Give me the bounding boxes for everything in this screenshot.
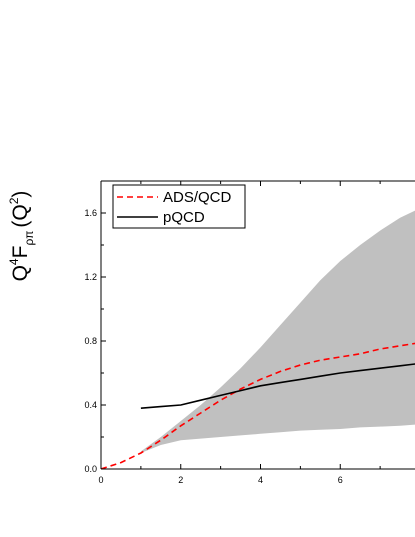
y-label-arg-close: )	[9, 191, 32, 198]
y-label-fn-sub: ρπ	[22, 231, 36, 246]
legend: ADS/QCD pQCD	[112, 184, 246, 229]
uncertainty-band	[140, 210, 415, 453]
y-tick-label: 0.8	[84, 336, 97, 346]
legend-label: ADS/QCD	[163, 189, 232, 206]
y-label-base: Q	[9, 265, 32, 281]
y-tick-label: 0.0	[84, 464, 97, 474]
y-axis-label: Q4Fρπ (Q2)	[7, 191, 36, 282]
x-tick-label: 6	[338, 475, 343, 485]
series-line-ads-qcd	[101, 342, 415, 469]
legend-box	[112, 184, 246, 229]
legend-label: pQCD	[163, 209, 205, 226]
y-tick-label: 0.4	[84, 400, 97, 410]
x-tick-label: 0	[98, 475, 103, 485]
y-label-arg-open: (Q	[9, 204, 32, 227]
plot-clipped-group	[101, 210, 415, 469]
x-tick-label: 4	[258, 475, 263, 485]
y-label-fn: F	[9, 246, 32, 259]
y-axis-label-text: Q4Fρπ (Q2)	[7, 191, 36, 282]
y-tick-label: 1.6	[84, 208, 97, 218]
y-label-base-exp: 4	[7, 258, 21, 265]
x-tick-label: 2	[178, 475, 183, 485]
y-label-arg-exp: 2	[7, 197, 21, 204]
y-tick-label: 1.2	[84, 272, 97, 282]
series-line-pqcd	[140, 363, 415, 409]
